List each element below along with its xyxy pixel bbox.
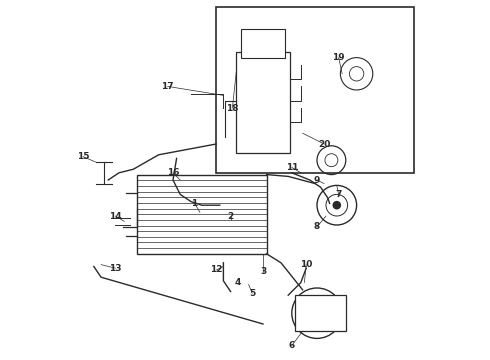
Bar: [295, 295, 346, 331]
Bar: [137, 175, 267, 254]
Bar: [216, 7, 414, 173]
Text: 14: 14: [109, 212, 122, 220]
Text: 15: 15: [77, 152, 89, 161]
Text: 17: 17: [161, 82, 174, 91]
Text: 2: 2: [227, 212, 234, 220]
Text: 13: 13: [109, 264, 122, 273]
Text: 9: 9: [314, 176, 320, 185]
Text: 4: 4: [235, 278, 241, 287]
Text: 20: 20: [318, 140, 330, 149]
Bar: [242, 29, 285, 58]
Text: 7: 7: [336, 190, 342, 199]
Text: 10: 10: [300, 260, 313, 269]
Text: 18: 18: [226, 104, 239, 113]
Text: 6: 6: [289, 341, 295, 350]
Text: 16: 16: [167, 168, 179, 177]
Text: 11: 11: [286, 163, 298, 172]
Circle shape: [333, 201, 341, 210]
Text: 12: 12: [210, 266, 222, 275]
Text: 3: 3: [260, 267, 266, 276]
Text: 19: 19: [332, 53, 345, 62]
Text: 5: 5: [249, 289, 255, 298]
Text: 8: 8: [314, 222, 320, 231]
Text: 1: 1: [192, 199, 198, 208]
Bar: [236, 52, 290, 153]
